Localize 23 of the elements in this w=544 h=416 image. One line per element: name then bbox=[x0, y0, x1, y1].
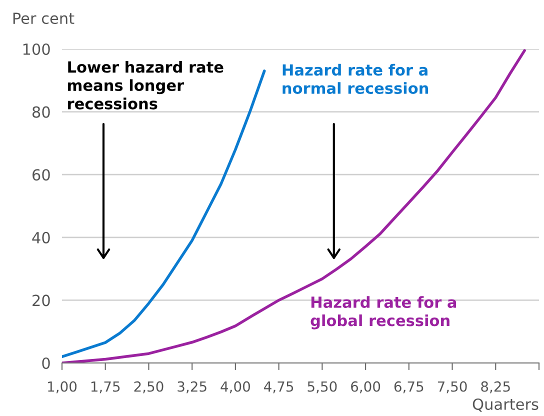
y-tick-label: 20 bbox=[32, 294, 50, 306]
y-tick-label: 80 bbox=[32, 106, 50, 118]
x-tick-label: 1,75 bbox=[91, 381, 120, 394]
x-tick-label: 6,75 bbox=[394, 381, 424, 394]
x-axis-title: Quarters bbox=[472, 398, 538, 412]
x-tick-label: 8,25 bbox=[481, 381, 510, 394]
x-tick-label: 4,00 bbox=[220, 381, 250, 394]
annotation: Lower hazard rate means longer recessions bbox=[68, 60, 224, 110]
y-axis-title: Per cent bbox=[13, 12, 74, 24]
y-tick-label: 0 bbox=[42, 357, 50, 370]
x-tick-label: 7,50 bbox=[438, 381, 467, 394]
y-tick-label: 100 bbox=[23, 43, 50, 56]
y-tick-label: 60 bbox=[32, 169, 50, 181]
series-label: Hazard rate for a normal recession bbox=[282, 64, 428, 94]
x-tick-label: 2,50 bbox=[134, 381, 164, 394]
series-label: Hazard rate for a global recession bbox=[310, 296, 456, 330]
line-series bbox=[62, 49, 526, 363]
x-tick-label: 3,25 bbox=[178, 381, 206, 394]
x-tick-label: 1,00 bbox=[48, 381, 77, 394]
x-tick-label: 5,50 bbox=[308, 381, 337, 394]
x-tick-label: 4,75 bbox=[264, 381, 294, 394]
x-tick-label: 6,00 bbox=[351, 381, 380, 394]
y-tick-label: 40 bbox=[32, 232, 50, 244]
